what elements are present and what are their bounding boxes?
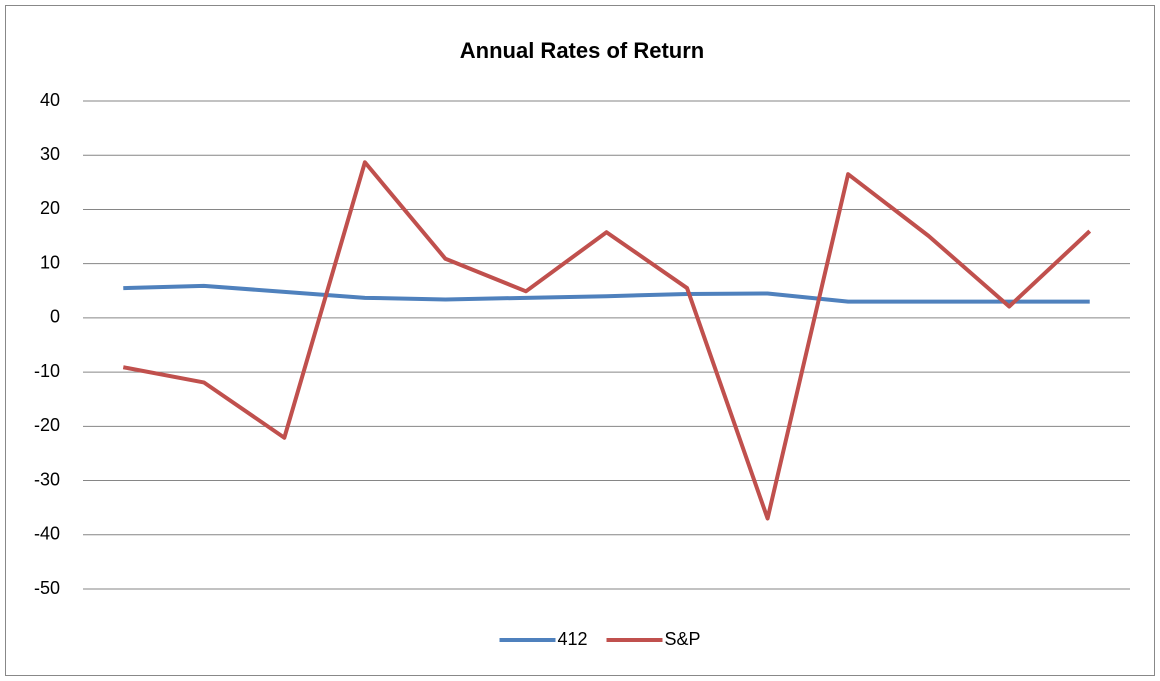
y-tick-label: 0 <box>50 307 60 327</box>
line-series <box>123 283 1090 304</box>
chart-title: Annual Rates of Return <box>460 38 704 63</box>
chart-border <box>5 5 1155 676</box>
y-tick-label: -20 <box>34 415 60 435</box>
legend-label: S&P <box>665 629 701 649</box>
y-tick-label: 30 <box>40 144 60 164</box>
y-tick-label: -30 <box>34 469 60 489</box>
line-series <box>122 160 1092 521</box>
y-tick-label: -40 <box>34 524 60 544</box>
y-tick-label: -10 <box>34 361 60 381</box>
y-tick-label: 40 <box>40 90 60 110</box>
legend-label: 412 <box>558 629 588 649</box>
y-tick-label: 20 <box>40 198 60 218</box>
y-tick-label: 10 <box>40 252 60 272</box>
y-tick-label: -50 <box>34 578 60 598</box>
